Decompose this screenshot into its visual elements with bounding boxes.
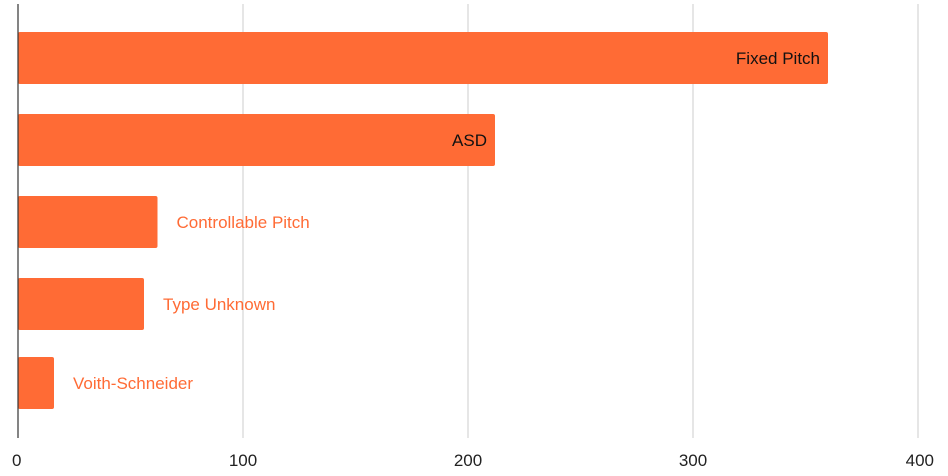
- bar-label-fixed-pitch: Fixed Pitch: [736, 49, 820, 68]
- x-tick-label-300: 300: [679, 451, 707, 470]
- bar-label-controllable-pitch: Controllable Pitch: [177, 213, 310, 232]
- bar-controllable-pitch: [18, 196, 158, 248]
- bar-label-voith-schneider: Voith-Schneider: [73, 374, 193, 393]
- bars: [18, 32, 828, 409]
- x-tick-label-100: 100: [229, 451, 257, 470]
- x-tick-label-0: 0: [12, 451, 21, 470]
- x-axis-tick-labels: 0 100 200 300 400: [12, 451, 934, 470]
- bar-voith-schneider: [18, 357, 54, 409]
- bar-label-asd: ASD: [452, 131, 487, 150]
- x-tick-label-200: 200: [454, 451, 482, 470]
- bar-asd: [18, 114, 495, 166]
- bar-labels: Fixed Pitch ASD Controllable Pitch Type Unk…: [73, 49, 820, 393]
- bar-fixed-pitch: [18, 32, 828, 84]
- bar-label-type-unknown: Type Unknown: [163, 295, 275, 314]
- bar-type-unknown: [18, 278, 144, 330]
- x-tick-label-400: 400: [906, 451, 934, 470]
